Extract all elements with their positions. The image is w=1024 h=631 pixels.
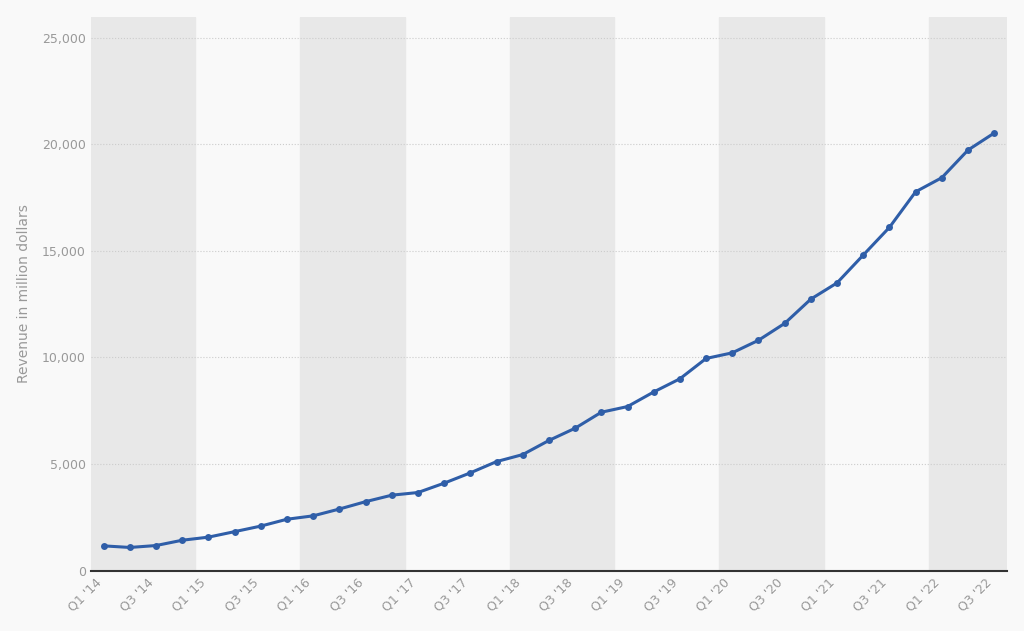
Point	[95, 541, 112, 551]
Point	[828, 278, 845, 288]
Point	[776, 318, 793, 328]
Point	[672, 374, 688, 384]
Bar	[300, 16, 404, 570]
Point	[959, 145, 976, 155]
Point	[253, 521, 269, 531]
Point	[436, 478, 453, 488]
Point	[462, 468, 478, 478]
Point	[201, 532, 217, 542]
Point	[724, 348, 740, 358]
Bar	[719, 16, 824, 570]
Point	[934, 173, 950, 183]
Point	[122, 543, 138, 553]
Point	[174, 535, 190, 545]
Point	[620, 401, 636, 411]
Point	[305, 511, 322, 521]
Point	[410, 488, 426, 498]
Point	[698, 353, 715, 363]
Point	[567, 423, 584, 433]
Point	[541, 435, 557, 445]
Bar	[510, 16, 614, 570]
Point	[384, 490, 400, 500]
Point	[882, 222, 898, 232]
Point	[357, 497, 374, 507]
Bar	[929, 16, 1008, 570]
Bar	[90, 16, 196, 570]
Point	[279, 514, 295, 524]
Point	[751, 335, 767, 345]
Point	[803, 294, 819, 304]
Point	[907, 187, 924, 197]
Point	[331, 504, 347, 514]
Point	[855, 250, 871, 260]
Point	[986, 128, 1002, 138]
Y-axis label: Revenue in million dollars: Revenue in million dollars	[16, 204, 31, 383]
Point	[488, 457, 505, 467]
Point	[226, 527, 243, 537]
Point	[147, 541, 164, 551]
Point	[593, 407, 609, 417]
Point	[514, 449, 530, 459]
Point	[645, 387, 662, 397]
